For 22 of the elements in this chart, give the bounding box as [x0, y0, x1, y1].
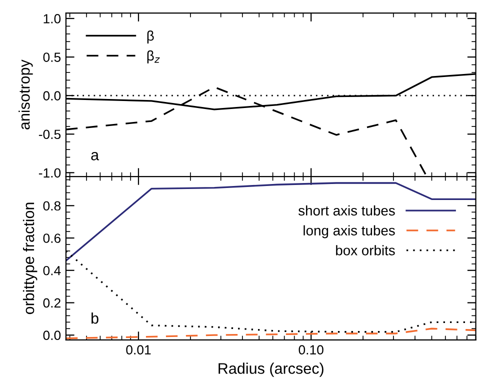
y-tick-label: 0.2 [43, 298, 60, 308]
y-tick-label: -1.0 [38, 168, 61, 178]
y-axis-title: orbittype fraction [22, 202, 38, 314]
y-tick-label: 0.0 [43, 91, 61, 100]
annotation: b [92, 312, 98, 324]
y-tick-label: 0.0 [43, 330, 61, 340]
y-tick-label: 0.5 [43, 52, 61, 62]
x-tick-label: 0.10 [298, 345, 324, 355]
legend-label: long axis tubes [304, 225, 395, 238]
legend-label: short axis tubes [298, 205, 395, 216]
legend-label: β$_{z}$ [147, 50, 160, 64]
y-tick-label: 0.6 [43, 234, 61, 243]
legend-label: box orbits [336, 245, 395, 256]
y-tick-label: 1.0 [44, 14, 61, 24]
annotation: a [91, 152, 100, 160]
y-tick-label: -0.5 [38, 130, 61, 140]
x-axis-title: Radius (arcsec) [218, 362, 324, 377]
x-tick-label: 0.01 [126, 345, 151, 355]
y-tick-label: 0.4 [43, 266, 61, 276]
y-tick-label: 0.8 [43, 201, 61, 211]
y-axis-title: anisotropy [18, 60, 33, 130]
legend-label: β [147, 30, 154, 44]
